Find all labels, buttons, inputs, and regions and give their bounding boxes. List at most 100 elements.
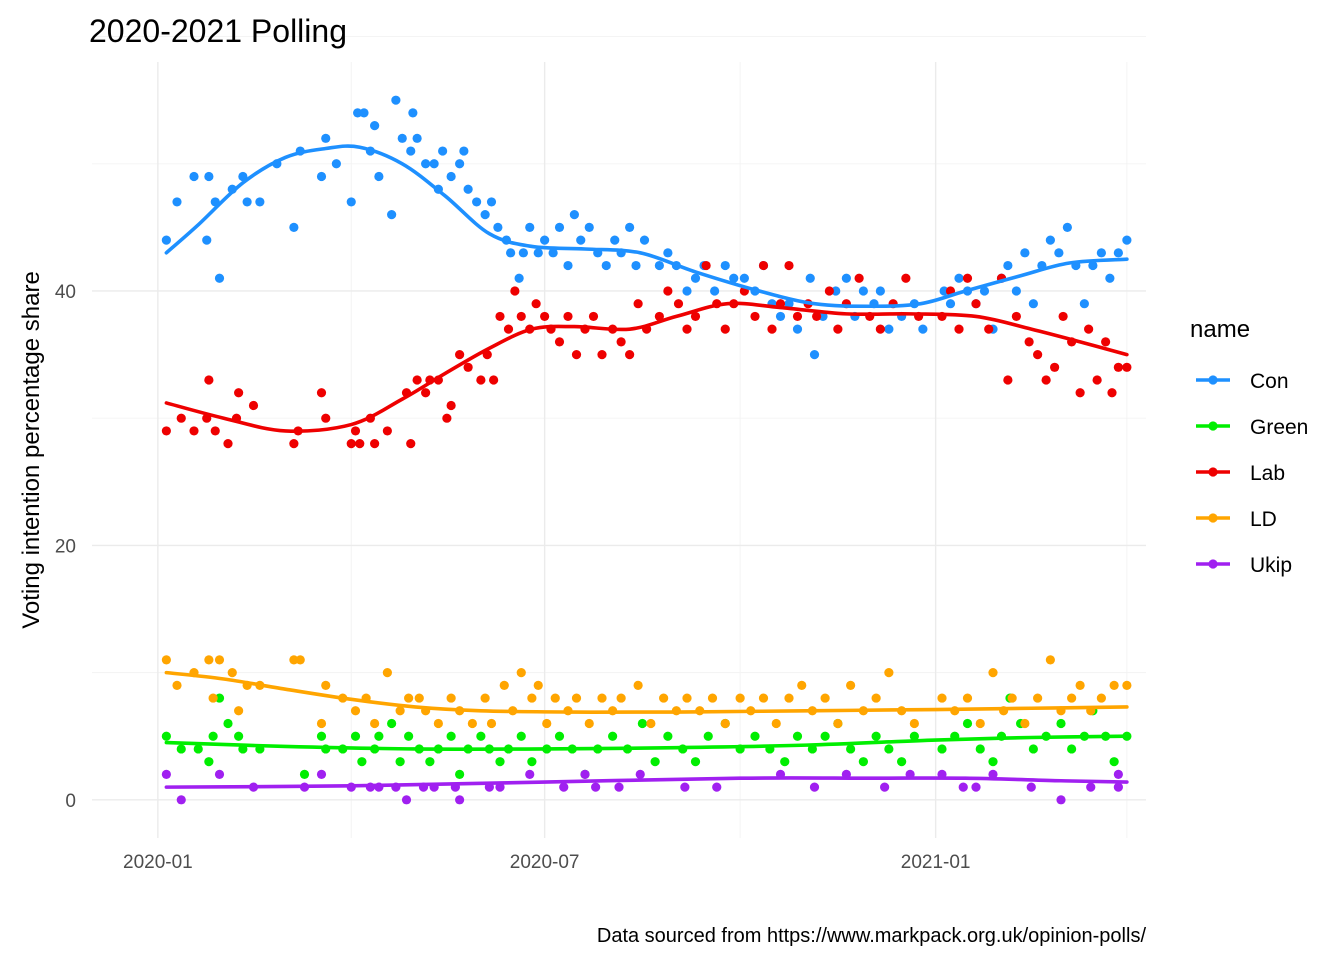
lab-point [901,273,911,283]
legend-label: Green [1250,416,1308,439]
lab-point [633,299,643,309]
lab-point [1092,375,1102,385]
con-point [406,146,416,156]
con-point [682,286,692,296]
con-point [391,95,401,105]
con-point [739,273,749,283]
lab-point [1041,375,1051,385]
ukip-point [1026,782,1036,792]
ld-point [161,655,171,665]
green-point [690,757,701,767]
green-point [316,731,327,741]
ld-point [516,668,526,678]
con-point [654,260,664,271]
lab-point [210,426,220,436]
ld-point [707,693,718,703]
con-point [189,171,199,182]
green-point [476,731,486,741]
legend-item-ukip: Ukip [1196,554,1292,577]
lab-point [588,311,599,322]
con-point [412,133,422,143]
lab-point [1011,311,1021,322]
ukip-point [1086,782,1096,792]
legend-key-point [1208,421,1218,431]
ld-point [550,693,560,703]
con-point [1020,248,1030,258]
ukip-point [455,795,465,805]
con-point [1054,248,1064,258]
con-point [525,222,535,232]
lab-point [625,349,635,360]
y-tick-label: 20 [55,536,76,557]
ld-point [1007,693,1017,703]
lab-point [750,311,760,322]
ukip-point [614,782,624,792]
con-point [255,197,265,207]
lab-point [663,286,673,296]
points-layer [161,95,1132,805]
series-layer [161,95,1132,805]
lab-point [289,439,299,449]
ld-point [486,718,497,729]
con-point [346,197,356,207]
lab-point [421,388,431,398]
ukip-point [1113,782,1123,792]
lab-point [316,388,327,398]
ld-point [467,718,477,729]
axis-ticks: 0 20 40 2020-01 2020-07 2021-01 [55,282,971,873]
con-point [784,299,794,309]
ukip-point [176,795,186,805]
lab-point [516,311,526,322]
lab-point [875,324,885,334]
lab-point [616,337,626,347]
lab-point [476,375,486,385]
ld-point [1067,693,1077,703]
con-point [775,311,786,322]
green-point [374,731,384,741]
green-point [1067,744,1077,754]
green-point [703,731,713,741]
green-point [937,744,947,754]
y-tick-label: 0 [65,791,76,812]
con-point [554,222,565,232]
con-point [359,108,369,118]
green-point [792,731,803,741]
ukip-point [712,782,722,792]
lab-point [554,337,565,347]
lab-point [673,299,684,309]
lab-point [792,311,803,322]
ld-point [480,693,490,703]
ukip-point [971,782,981,792]
ld-point [1096,693,1106,703]
con-point [397,133,407,143]
lab-point [971,299,981,309]
lab-point [204,375,214,385]
legend-item-ld: LD [1196,508,1277,531]
green-point [897,757,907,767]
ld-point [1109,680,1119,690]
con-point [374,171,384,182]
ld-point [988,668,998,678]
con-point [172,197,182,207]
green-point [234,731,244,741]
con-point [540,235,550,245]
con-point [459,146,469,156]
ld-point [499,680,509,690]
con-point [161,235,171,245]
con-point [387,210,397,220]
ukip-point [161,769,171,779]
con-point [1096,248,1106,258]
lab-point [321,413,331,423]
legend-key-point [1208,467,1218,477]
ld-point [316,718,327,729]
lab-point [406,439,416,449]
lab-point [1107,388,1117,398]
ld-point [527,693,537,703]
lab-point [833,324,843,334]
green-point [1028,744,1038,754]
con-point [353,108,363,118]
legend-label: Ukip [1250,554,1292,577]
green-point [820,731,830,741]
lab-point [495,311,505,322]
lab-point [563,311,573,322]
